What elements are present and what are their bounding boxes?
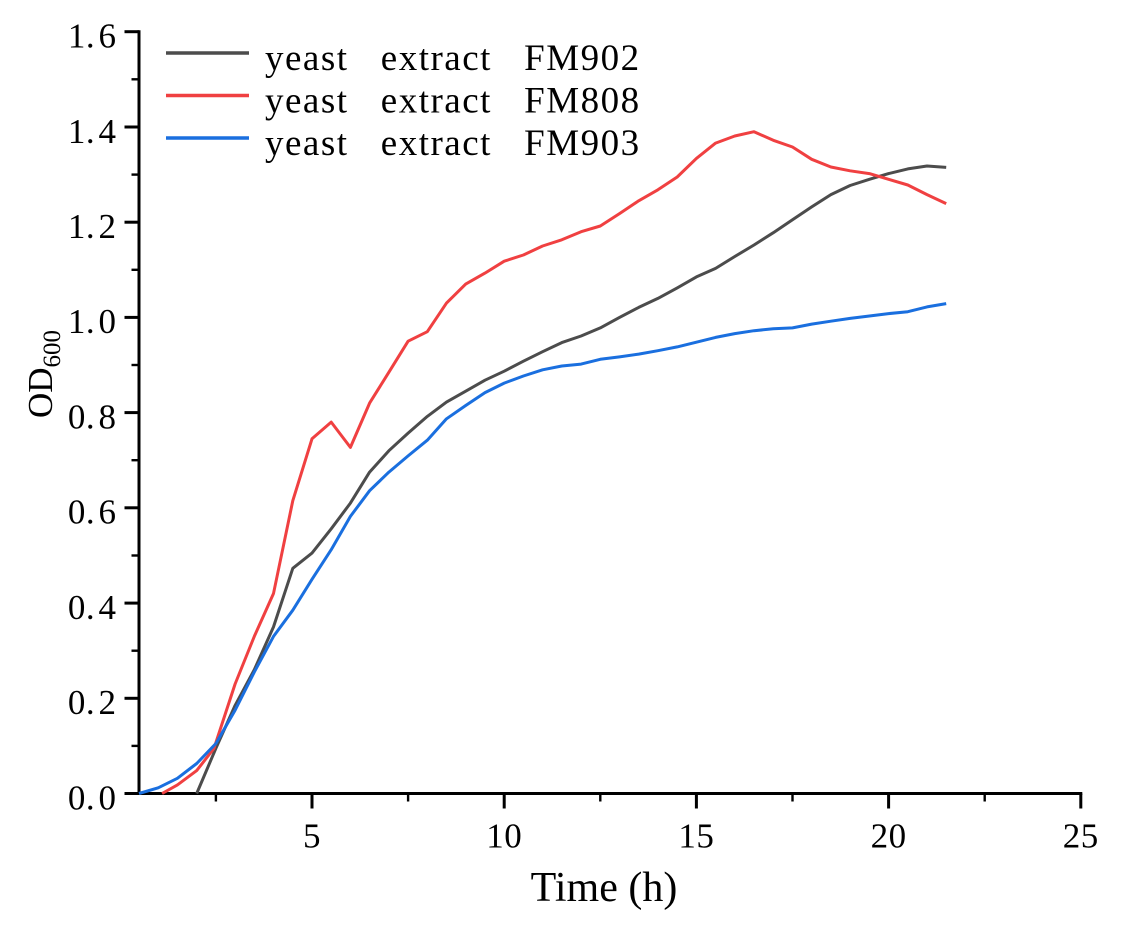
- svg-text:1. 4: 1. 4: [68, 112, 117, 151]
- svg-text:0. 8: 0. 8: [68, 397, 117, 436]
- svg-text:Time (h): Time (h): [531, 865, 678, 911]
- svg-text:OD600: OD600: [21, 330, 66, 418]
- svg-text:1. 6: 1. 6: [68, 17, 117, 56]
- svg-text:0. 6: 0. 6: [68, 493, 117, 532]
- svg-text:20: 20: [871, 817, 907, 856]
- svg-text:0. 4: 0. 4: [68, 588, 117, 627]
- svg-text:0. 2: 0. 2: [68, 683, 117, 722]
- svg-text:yeast extract FM808: yeast extract FM808: [265, 81, 641, 122]
- svg-text:yeast extract FM902: yeast extract FM902: [265, 38, 641, 79]
- svg-text:yeast extract FM903: yeast extract FM903: [265, 123, 641, 164]
- svg-text:0. 0: 0. 0: [68, 778, 117, 817]
- svg-text:5: 5: [303, 817, 321, 856]
- svg-text:1. 0: 1. 0: [68, 302, 117, 341]
- svg-text:10: 10: [486, 817, 522, 856]
- svg-text:1. 2: 1. 2: [68, 207, 117, 246]
- svg-text:15: 15: [678, 817, 714, 856]
- svg-text:25: 25: [1063, 817, 1099, 856]
